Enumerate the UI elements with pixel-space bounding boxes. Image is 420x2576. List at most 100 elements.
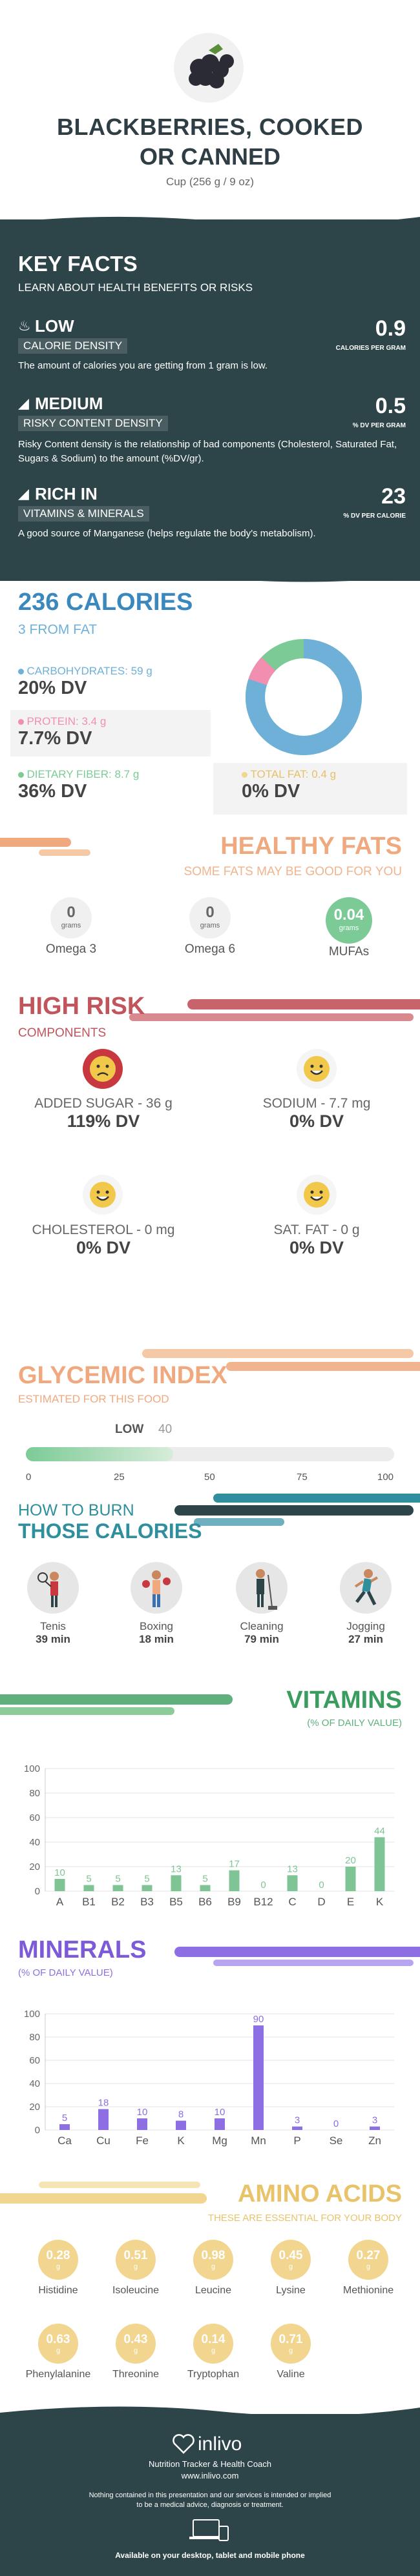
x-tick-label: Se: [330, 2135, 343, 2147]
fact-desc: A good source of Manganese (helps regula…: [18, 528, 316, 539]
protein-dv: 7.7% DV: [18, 728, 92, 749]
risk-cholesterol: CHOLESTEROL - 0 mg 0% DV: [6, 1222, 200, 1258]
x-tick-label: B3: [140, 1896, 154, 1908]
x-tick-label: E: [347, 1896, 354, 1908]
heart-logo-icon: [172, 2433, 195, 2457]
amino-unit: g: [56, 2263, 61, 2271]
amino-name: Lysine: [276, 2285, 306, 2296]
calories-from-fat: 3 FROM FAT: [18, 622, 98, 637]
mufas-name: MUFAs: [328, 945, 370, 958]
x-tick-label: Ca: [58, 2135, 72, 2147]
brand-name: inlivo: [198, 2433, 242, 2455]
glycemic-fill: [26, 1447, 173, 1461]
fact-label: VITAMINS & MINERALS: [18, 506, 149, 522]
bar: [229, 1870, 240, 1891]
minerals-chart: 0 20 40 60 80 100 5 Ca 18 Cu 10 Fe 8 K 10 Mg 90 Mn 3 P 0 Se 3 Z…: [24, 2009, 394, 2147]
key-facts-title: KEY FACTS: [18, 252, 138, 276]
risk-sodium: SODIUM - 7.7 mg 0% DV: [220, 1096, 414, 1131]
amino-value: 0.63: [46, 2333, 70, 2346]
x-tick-label: K: [177, 2135, 185, 2147]
amino-name: Phenylalanine: [25, 2369, 91, 2380]
x-tick-label: D: [317, 1896, 325, 1908]
x-tick-label: B9: [227, 1896, 241, 1908]
amino-unit: g: [366, 2263, 371, 2271]
vitamins-title: VITAMINS: [286, 1687, 402, 1714]
x-tick-label: P: [293, 2135, 300, 2147]
fact-unit: % DV PER GRAM: [352, 422, 406, 429]
bar-value-label: 10: [54, 1867, 65, 1878]
glycemic-tick: 0: [26, 1472, 32, 1483]
amino-value: 0.98: [201, 2249, 226, 2262]
amino-item: 0.14 g Tryptophan: [184, 2324, 242, 2380]
bar: [98, 2109, 109, 2130]
omega3-unit: grams: [61, 922, 81, 929]
x-tick-label: Mg: [212, 2135, 227, 2147]
bar-value-label: 0: [260, 1880, 266, 1891]
donut-carbs: [246, 639, 362, 755]
y-tick-label: 100: [24, 2009, 40, 2020]
amino-value: 0.45: [278, 2249, 303, 2262]
fact-level: RICH IN: [35, 484, 98, 503]
fact-value: 23: [381, 484, 406, 509]
amino-subtitle: THESE ARE ESSENTIAL FOR YOUR BODY: [207, 2213, 402, 2224]
calories-section: 236 CALORIES 3 FROM FAT CARBOHYDRATES: 5…: [0, 581, 420, 820]
burn-section: HOW TO BURN THOSE CALORIES Tenis 39 min …: [0, 1485, 420, 1691]
minerals-stripe-2: [213, 1960, 414, 1966]
activity-jogging: Jogging 27 min: [333, 1562, 398, 1646]
activity-cleaning: Cleaning 79 min: [229, 1562, 294, 1646]
jogging-icon: [340, 1562, 392, 1614]
smile-face-icon: [83, 1175, 123, 1215]
burn-title-1: HOW TO BURN: [18, 1501, 134, 1519]
brand-tagline: Nutrition Tracker & Health Coach: [148, 2459, 272, 2469]
protein-dot: [18, 719, 24, 725]
fiber-dv: 36% DV: [18, 781, 87, 802]
bar: [59, 2124, 70, 2130]
y-tick-label: 100: [24, 1763, 40, 1774]
amino-badge: 0.71 g: [271, 2324, 311, 2364]
amino-value: 0.43: [123, 2333, 148, 2346]
amino-item: 0.71 g Valine: [262, 2324, 320, 2380]
vitamins-header: VITAMINS (% OF DAILY VALUE): [0, 1681, 420, 1739]
carbs-block: CARBOHYDRATES: 59 g 20% DV: [18, 665, 212, 699]
x-tick-label: B1: [82, 1896, 96, 1908]
mufas-unit: grams: [339, 924, 359, 932]
fat-block: TOTAL FAT: 0.4 g 0% DV: [213, 763, 407, 815]
fiber-dot: [18, 772, 24, 778]
x-tick-label: Zn: [368, 2135, 381, 2147]
amino-name: Isoleucine: [112, 2285, 160, 2296]
fiber-label: DIETARY FIBER: 8.7 g: [26, 768, 140, 780]
brand-url[interactable]: www.inlivo.com: [181, 2471, 239, 2480]
calories-donut-chart: [246, 639, 362, 755]
amino-badge: 0.51 g: [116, 2240, 156, 2280]
vitamins-subtitle: (% OF DAILY VALUE): [307, 1718, 402, 1729]
bar: [142, 1885, 152, 1891]
devices-icon: [189, 2517, 231, 2546]
amino-badge: 0.43 g: [116, 2324, 156, 2364]
high-risk-subtitle: COMPONENTS: [18, 1026, 107, 1040]
healthy-fats-subtitle: SOME FATS MAY BE GOOD FOR YOU: [184, 865, 402, 878]
y-tick-label: 40: [29, 2078, 40, 2089]
amino-badge: 0.98 g: [193, 2240, 233, 2280]
fact-level: MEDIUM: [35, 394, 103, 413]
amino-item: 0.98 g Leucine: [184, 2240, 242, 2297]
vitamins-stripe: [0, 1694, 233, 1705]
glycemic-title: GLYCEMIC INDEX: [18, 1362, 227, 1389]
y-tick-label: 20: [29, 1861, 40, 1872]
carbs-dot: [18, 669, 24, 674]
y-tick-label: 80: [29, 2032, 40, 2043]
amino-value: 0.51: [123, 2249, 148, 2262]
fats-stripe: [0, 838, 71, 847]
amino-unit: g: [211, 2347, 216, 2355]
x-tick-label: B2: [111, 1896, 125, 1908]
bar-value-label: 20: [345, 1855, 356, 1866]
amino-name: Methionine: [342, 2285, 394, 2296]
amino-value: 0.27: [356, 2249, 381, 2262]
fat-dot: [242, 772, 247, 778]
high-risk-title: HIGH RISK: [18, 993, 145, 1020]
bar: [370, 2126, 380, 2130]
fact-unit: % DV PER CALORIE: [343, 512, 406, 520]
y-tick-label: 60: [29, 2055, 40, 2066]
fat-item-mufas: 0.04 grams MUFAs: [313, 897, 384, 959]
tennis-icon: [27, 1562, 79, 1614]
amino-item: 0.51 g Isoleucine: [107, 2240, 165, 2297]
